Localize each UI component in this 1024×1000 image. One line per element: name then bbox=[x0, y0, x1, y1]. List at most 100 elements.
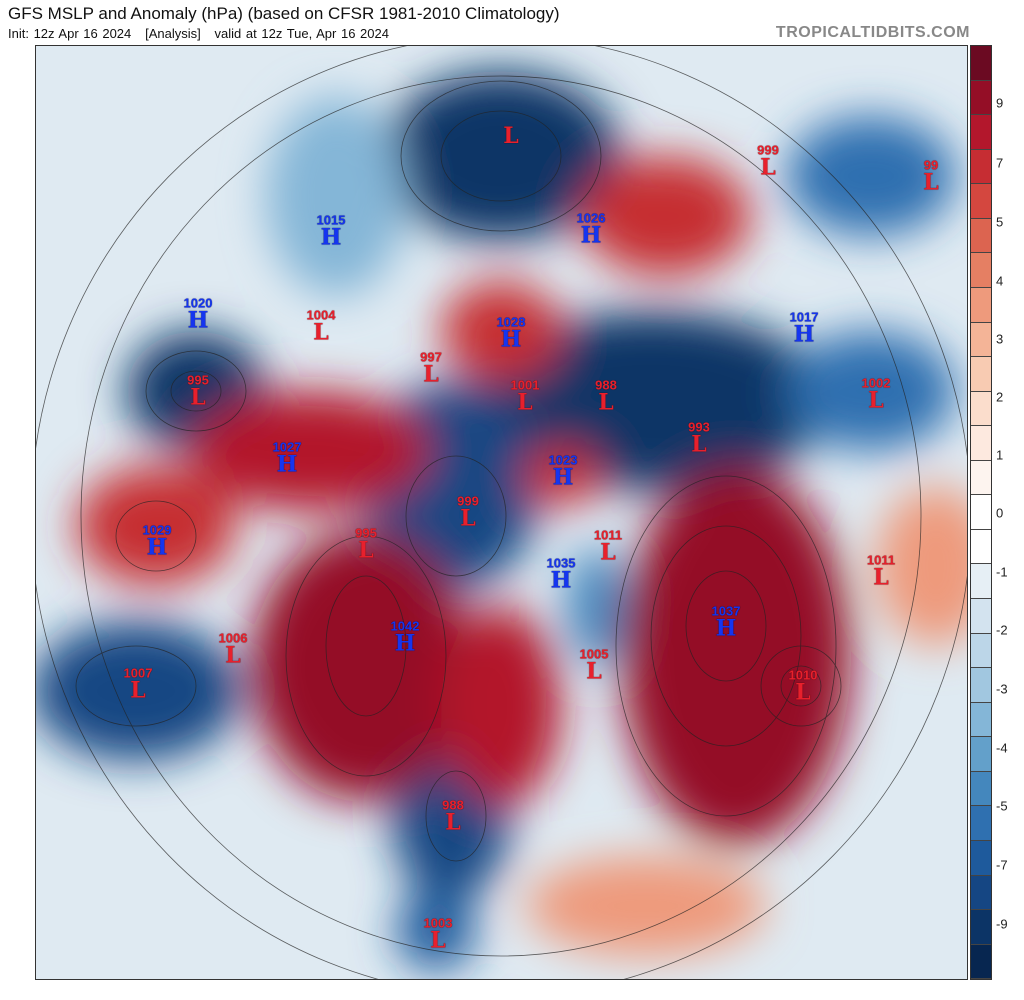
colorbar-swatch bbox=[971, 944, 991, 980]
colorbar-swatch bbox=[971, 322, 991, 358]
pressure-value: 1015 bbox=[316, 212, 346, 228]
pressure-value: 1005 bbox=[579, 646, 609, 662]
colorbar-tick-label: -7 bbox=[996, 857, 1008, 873]
pressure-value: 1006 bbox=[218, 630, 248, 646]
mslp-anomaly-map: 1015 H 1020 H 1004 L 995 L 1027 H 1029 H 997 L 1028 H 10… bbox=[35, 45, 968, 980]
brand-logo-text: TROPICALTIDBITS.COM bbox=[775, 24, 970, 41]
high-pressure-center: 1015 H bbox=[317, 214, 346, 249]
pressure-type-letter: L bbox=[598, 389, 614, 416]
colorbar-tick-label: -2 bbox=[996, 622, 1008, 638]
colorbar-tick-label: 3 bbox=[996, 331, 1004, 347]
low-pressure-center: 995 L bbox=[355, 527, 377, 562]
colorbar-swatch bbox=[971, 460, 991, 496]
colorbar-tick-label: 7 bbox=[996, 155, 1004, 171]
pressure-value: 993 bbox=[688, 419, 710, 435]
colorbar-tick-label: 5 bbox=[996, 214, 1004, 230]
colorbar-tick-label: -4 bbox=[996, 740, 1008, 756]
low-pressure-center: 993 L bbox=[688, 421, 710, 456]
colorbar-swatch bbox=[971, 875, 991, 911]
low-pressure-center: 1002 L bbox=[862, 377, 891, 412]
pressure-type-letter: H bbox=[550, 567, 572, 594]
colorbar-swatch bbox=[971, 495, 991, 530]
colorbar-tick-label: -3 bbox=[996, 681, 1008, 697]
colorbar-tick-label: 1 bbox=[996, 447, 1004, 463]
low-pressure-center: 1004 L bbox=[307, 309, 336, 344]
colorbar-swatch bbox=[971, 391, 991, 427]
colorbar-swatch bbox=[971, 218, 991, 254]
pressure-value: 1035 bbox=[546, 555, 576, 571]
pressure-type-letter: L bbox=[358, 537, 374, 564]
pressure-value: 995 bbox=[187, 372, 209, 388]
pressure-type-letter: L bbox=[600, 539, 616, 566]
colorbar-tick-label: 4 bbox=[996, 273, 1004, 289]
high-pressure-center: 1028 H bbox=[497, 316, 526, 351]
colorbar-swatch bbox=[971, 426, 991, 461]
pressure-type-letter: L bbox=[460, 505, 476, 532]
colorbar-tick-label: -1 bbox=[996, 564, 1008, 580]
pressure-type-letter: H bbox=[187, 307, 209, 334]
low-pressure-center: 988 L bbox=[595, 379, 617, 414]
pressure-value: 1026 bbox=[576, 210, 606, 226]
colorbar-tick-label: -5 bbox=[996, 798, 1008, 814]
low-pressure-center: 988 L bbox=[442, 799, 464, 834]
pressure-type-letter: L bbox=[760, 154, 776, 181]
high-pressure-center: 1037 H bbox=[712, 605, 741, 640]
low-pressure-center: 1011 L bbox=[594, 529, 622, 564]
high-pressure-center: 1035 H bbox=[547, 557, 576, 592]
colorbar-swatch bbox=[971, 599, 991, 634]
pressure-value: 1010 bbox=[788, 667, 818, 683]
colorbar-swatch bbox=[971, 287, 991, 323]
pressure-type-letter: L bbox=[691, 431, 707, 458]
pressure-value: 1011 bbox=[866, 552, 896, 568]
colorbar-swatch bbox=[971, 46, 991, 81]
low-pressure-center: 1006 L bbox=[219, 632, 248, 667]
pressure-value: 1004 bbox=[306, 307, 336, 323]
pressure-type-letter: L bbox=[445, 809, 461, 836]
pressure-value: 1028 bbox=[496, 314, 526, 330]
high-pressure-center: 1020 H bbox=[184, 297, 213, 332]
pressure-type-letter: H bbox=[146, 534, 168, 561]
pressure-value: 988 bbox=[442, 797, 464, 813]
colorbar-swatch bbox=[971, 149, 991, 185]
pressure-value: 1020 bbox=[183, 295, 213, 311]
pressure-value: 1017 bbox=[789, 309, 819, 325]
pressure-value: 999 bbox=[457, 493, 479, 509]
colorbar-swatch bbox=[971, 702, 991, 738]
pressure-type-letter: L bbox=[190, 384, 206, 411]
low-pressure-center: 995 L bbox=[187, 374, 209, 409]
low-pressure-center: 999 L bbox=[757, 144, 779, 179]
colorbar-swatch bbox=[971, 737, 991, 772]
colorbar-tick-label: 2 bbox=[996, 389, 1004, 405]
pressure-type-letter: H bbox=[500, 326, 522, 353]
pressure-value: 1001 bbox=[510, 377, 540, 393]
low-pressure-center: 1001 L bbox=[511, 379, 540, 414]
pressure-type-letter: H bbox=[580, 222, 602, 249]
high-pressure-center: 1026 H bbox=[577, 212, 606, 247]
colorbar-swatch bbox=[971, 80, 991, 116]
colorbar-swatch bbox=[971, 253, 991, 288]
colorbar-swatch bbox=[971, 529, 991, 565]
pressure-type-letter: L bbox=[517, 389, 533, 416]
pressure-value: 99 bbox=[923, 157, 939, 173]
low-pressure-center: 999 L bbox=[457, 495, 479, 530]
pressure-type-letter: L bbox=[868, 387, 884, 414]
low-pressure-center: 99 L bbox=[923, 159, 938, 194]
low-pressure-center: 1011 L bbox=[867, 554, 895, 589]
colorbar-swatch bbox=[971, 840, 991, 876]
pressure-value: 1037 bbox=[711, 603, 741, 619]
pressure-type-letter: H bbox=[715, 615, 737, 642]
pressure-value: 997 bbox=[420, 349, 442, 365]
pressure-type-letter: L bbox=[795, 679, 811, 706]
colorbar-swatch bbox=[971, 184, 991, 219]
pressure-value: 1007 bbox=[123, 665, 153, 681]
low-pressure-center: 1007 L bbox=[124, 667, 153, 702]
low-pressure-center: 997 L bbox=[420, 351, 442, 386]
colorbar-swatch bbox=[971, 115, 991, 150]
pressure-value: 988 bbox=[595, 377, 617, 393]
pressure-type-letter: L bbox=[130, 677, 146, 704]
map-subtitle: Init: 12z Apr 16 2024 [Analysis] valid a… bbox=[8, 26, 389, 41]
pressure-value: 1023 bbox=[548, 452, 578, 468]
colorbar-swatch bbox=[971, 668, 991, 703]
colorbar-tick-label: 0 bbox=[996, 505, 1004, 521]
pressure-value: 1042 bbox=[390, 618, 420, 634]
